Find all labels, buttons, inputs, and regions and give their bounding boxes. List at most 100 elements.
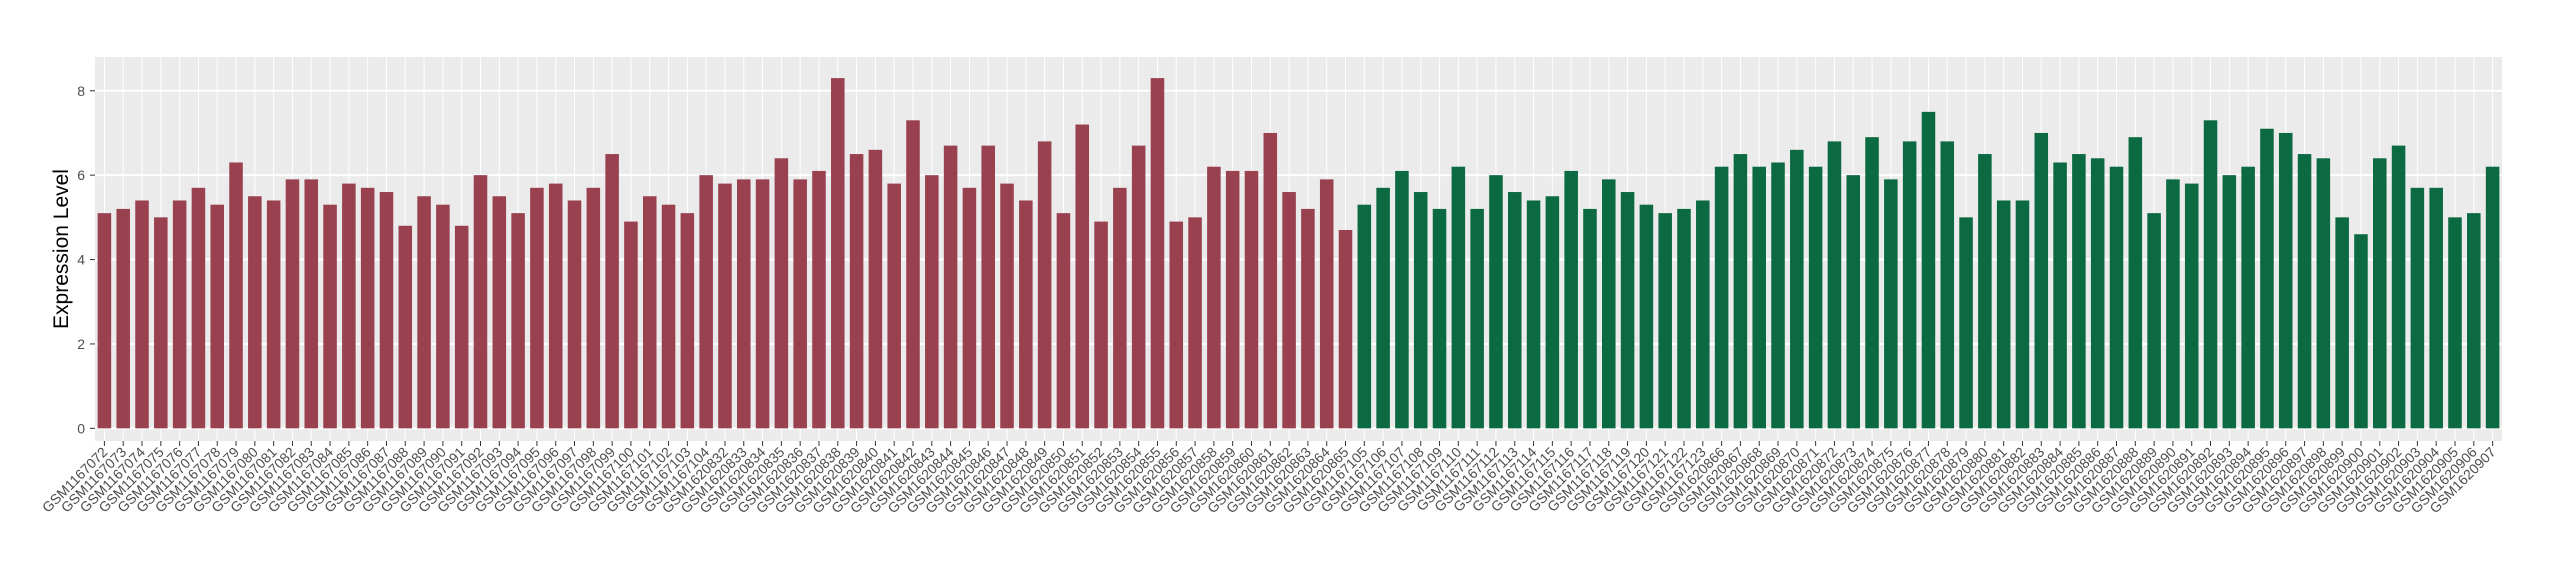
- bar: [454, 225, 469, 429]
- bar: [680, 213, 695, 429]
- bar: [210, 204, 225, 429]
- bar: [1263, 132, 1278, 429]
- bar: [1131, 145, 1146, 429]
- bar: [229, 162, 243, 429]
- bar: [1940, 141, 1955, 429]
- bar: [266, 200, 281, 429]
- bar: [736, 179, 751, 429]
- bar: [849, 154, 864, 429]
- y-tick-label: 4: [77, 252, 85, 268]
- bar: [285, 179, 300, 429]
- bar: [1244, 170, 1259, 429]
- bar: [1150, 78, 1165, 429]
- bar: [1056, 213, 1071, 429]
- bar: [172, 200, 187, 429]
- y-tick-label: 6: [77, 167, 85, 183]
- bar: [1357, 204, 1372, 429]
- bar: [2034, 132, 2049, 429]
- bar: [1019, 200, 1033, 429]
- bar: [2109, 166, 2124, 429]
- bar: [2166, 179, 2180, 429]
- bar: [417, 196, 431, 429]
- bar: [2316, 158, 2331, 429]
- bar: [2090, 158, 2105, 429]
- bar: [2354, 234, 2368, 429]
- bar: [1752, 166, 1766, 429]
- bar: [981, 145, 995, 429]
- bar: [2015, 200, 2030, 429]
- bar: [868, 149, 883, 429]
- bar: [1677, 208, 1691, 429]
- bar: [2128, 137, 2143, 429]
- bar: [1846, 175, 1861, 429]
- bar: [925, 175, 939, 429]
- bar: [1037, 141, 1052, 429]
- bar: [774, 158, 789, 429]
- bar: [1413, 192, 1428, 429]
- y-tick-label: 2: [77, 336, 85, 352]
- bar: [1902, 141, 1917, 429]
- bar: [1639, 204, 1654, 429]
- bar: [2072, 154, 2086, 429]
- bar: [1075, 124, 1090, 429]
- bar: [1733, 154, 1748, 429]
- bar: [699, 175, 713, 429]
- bar: [1771, 162, 1785, 429]
- bar: [2410, 187, 2425, 429]
- bar: [793, 179, 807, 429]
- bar: [2222, 175, 2237, 429]
- bar: [586, 187, 601, 429]
- bar: [1376, 187, 1390, 429]
- bar: [1094, 221, 1108, 429]
- bar: [2467, 213, 2481, 429]
- bar: [1921, 111, 1936, 429]
- bar: [2372, 158, 2387, 429]
- bar: [1959, 217, 1973, 429]
- bar: [2241, 166, 2255, 429]
- bar: [473, 175, 488, 429]
- bar: [530, 187, 544, 429]
- bar: [2184, 183, 2199, 429]
- bar: [97, 213, 112, 429]
- bar: [248, 196, 262, 429]
- bar: [191, 187, 206, 429]
- bar: [1526, 200, 1541, 429]
- bar: [887, 183, 901, 429]
- bar: [1808, 166, 1823, 429]
- bar: [1432, 208, 1447, 429]
- bar: [1225, 170, 1240, 429]
- bar: [962, 187, 977, 429]
- bar: [661, 204, 676, 429]
- bar: [323, 204, 337, 429]
- bar: [1827, 141, 1842, 429]
- bar: [1865, 137, 1879, 429]
- bar: [755, 179, 770, 429]
- bar: [642, 196, 657, 429]
- bar: [154, 217, 168, 429]
- bar: [2278, 132, 2293, 429]
- bar: [1714, 166, 1729, 429]
- bar: [379, 192, 394, 429]
- bar: [624, 221, 638, 429]
- bar: [1188, 217, 1202, 429]
- bar: [718, 183, 732, 429]
- bar: [398, 225, 413, 429]
- bar: [1602, 179, 1616, 429]
- bar: [1583, 208, 1597, 429]
- bar: [304, 179, 319, 429]
- bar: [1338, 230, 1353, 429]
- bar: [1658, 213, 1672, 429]
- y-tick-label: 0: [77, 420, 85, 436]
- bar: [135, 200, 149, 429]
- bar: [2485, 166, 2500, 429]
- bar: [548, 183, 563, 429]
- y-axis-title: Expression Level: [50, 169, 73, 329]
- bar: [2147, 213, 2161, 429]
- y-tick-label: 8: [77, 83, 85, 99]
- bar: [2429, 187, 2443, 429]
- bar: [1470, 208, 1484, 429]
- bar: [1395, 170, 1409, 429]
- bar: [1451, 166, 1466, 429]
- bar: [2203, 120, 2218, 429]
- bar: [2448, 217, 2462, 429]
